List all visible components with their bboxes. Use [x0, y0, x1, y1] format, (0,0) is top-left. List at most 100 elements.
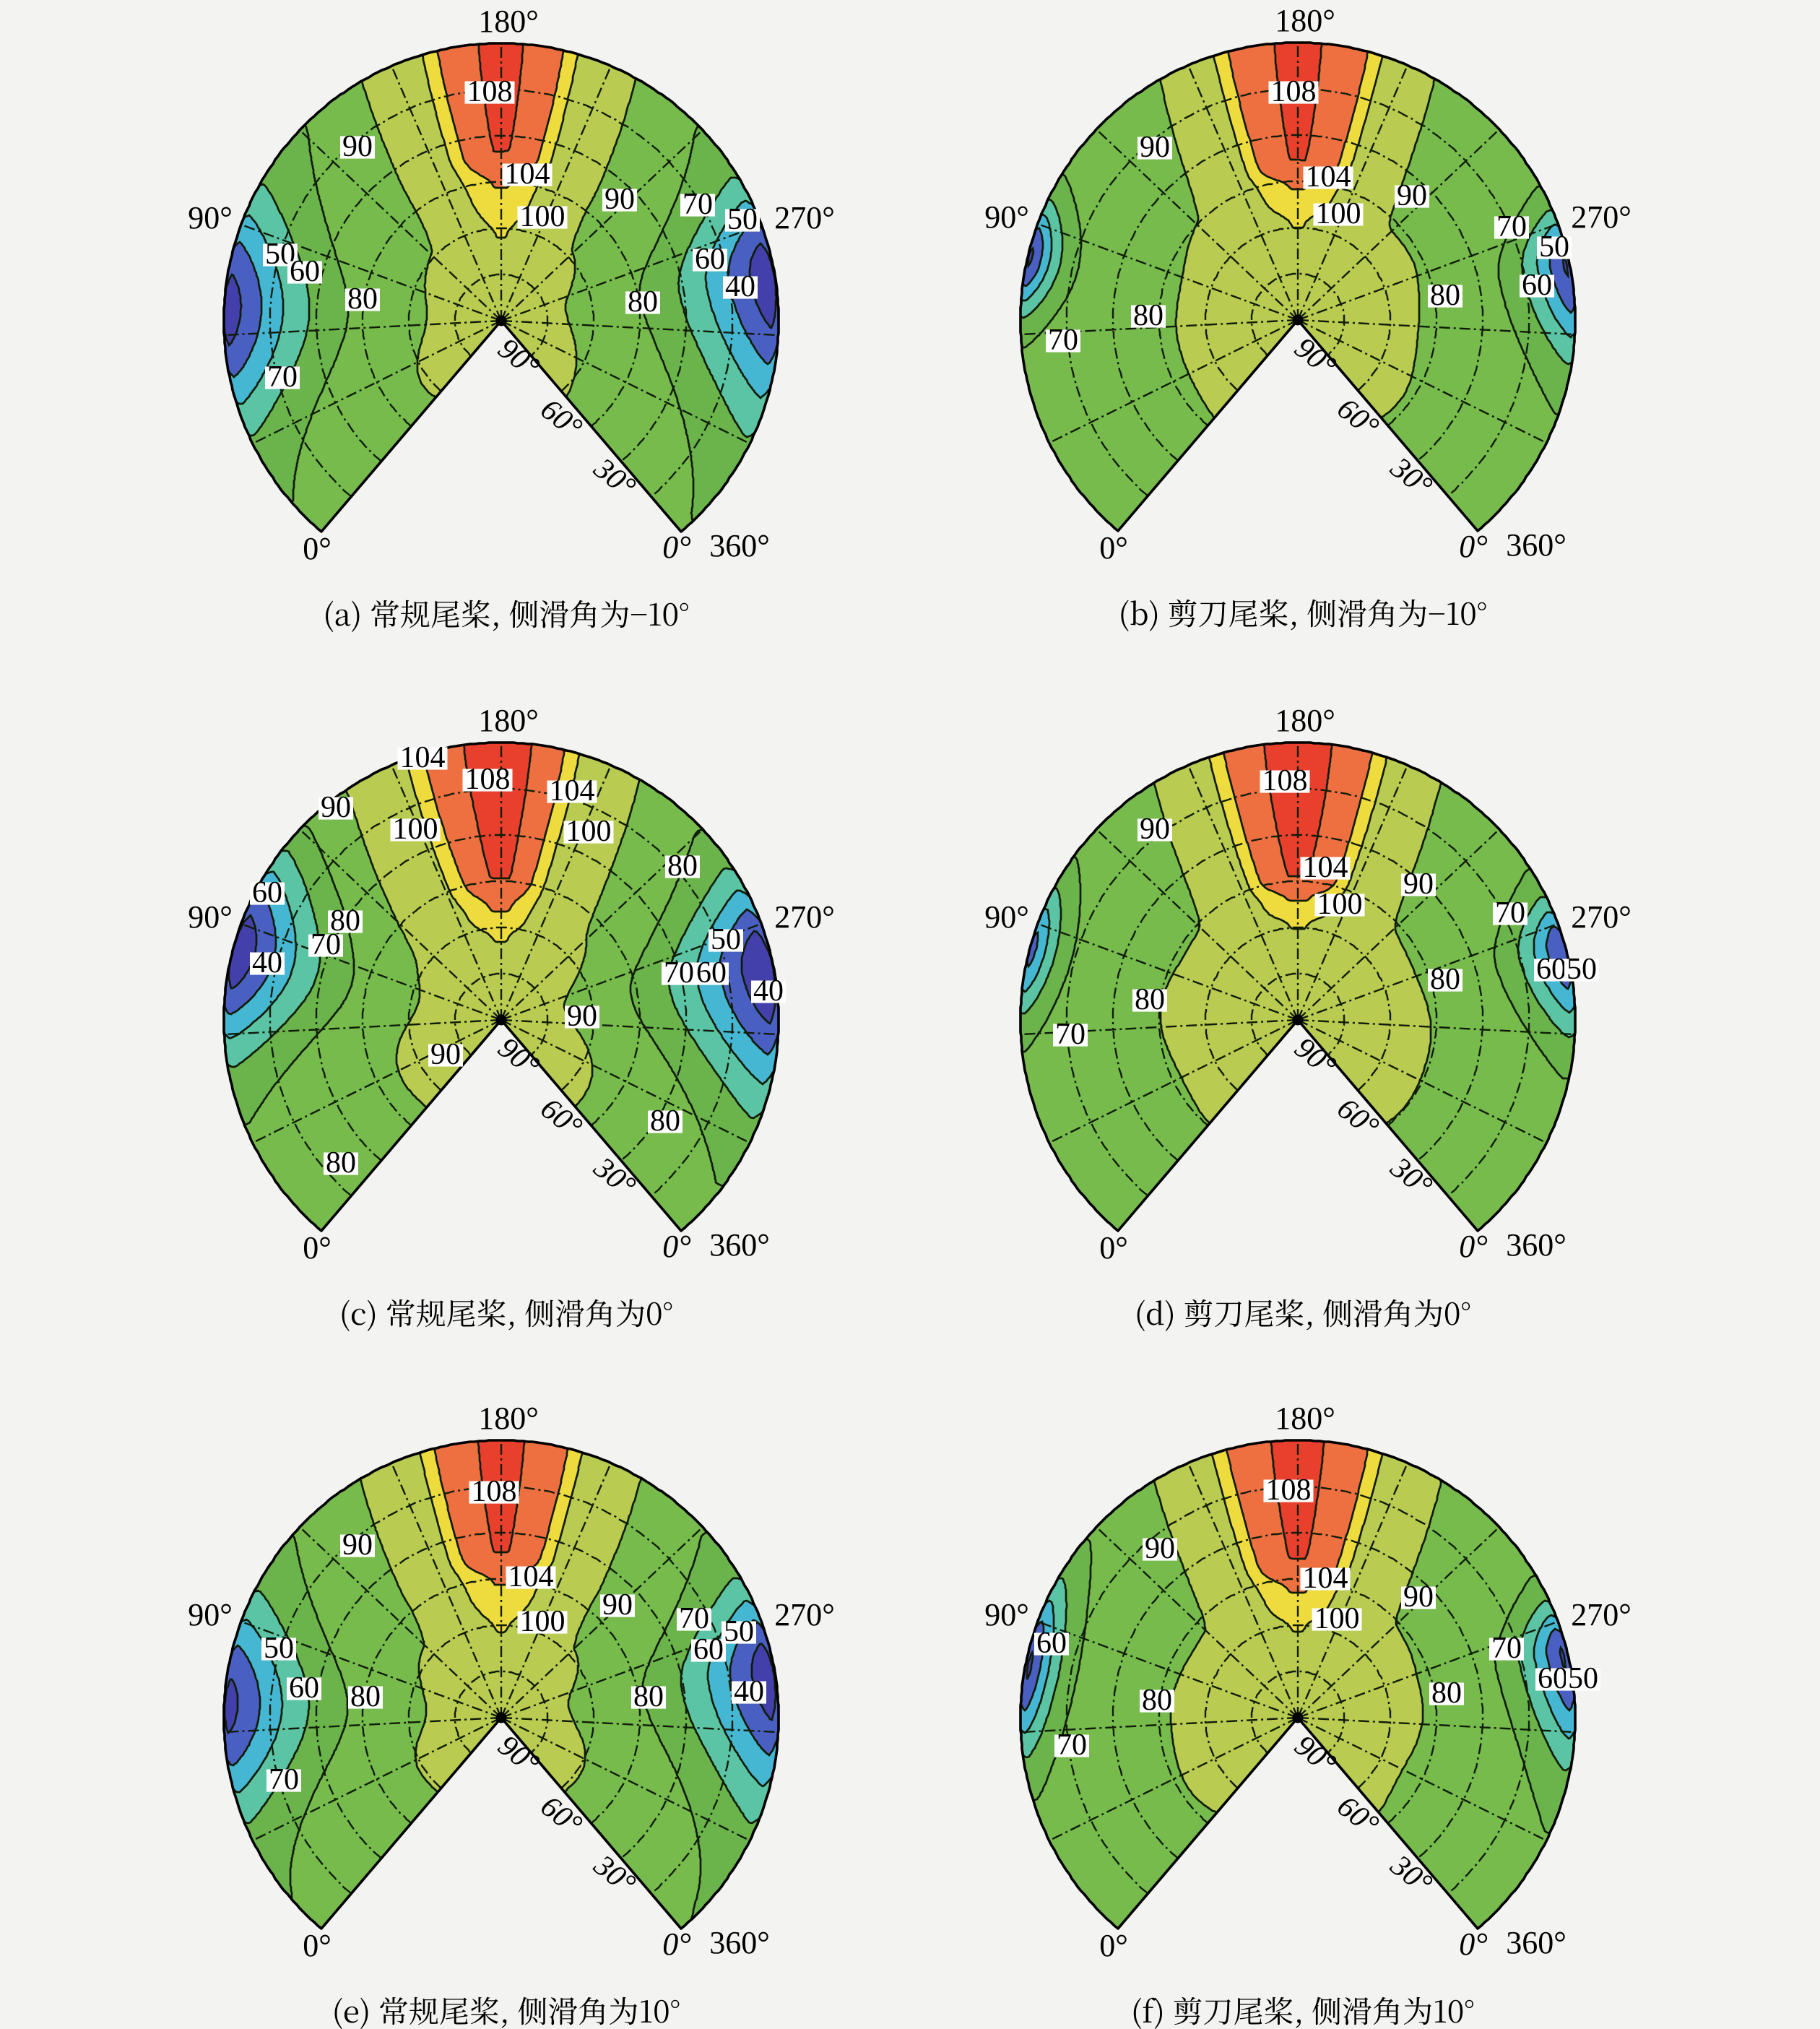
svg-text:80: 80 — [650, 1104, 680, 1138]
svg-text:100: 100 — [1317, 888, 1363, 921]
svg-text:80: 80 — [347, 282, 378, 316]
svg-text:180°: 180° — [1275, 3, 1335, 38]
svg-text:40: 40 — [753, 974, 784, 1008]
svg-text:0°: 0° — [662, 1229, 691, 1264]
svg-text:90: 90 — [1403, 868, 1434, 901]
svg-text:80: 80 — [1133, 299, 1164, 332]
svg-text:50: 50 — [711, 923, 741, 956]
svg-text:0°: 0° — [303, 531, 332, 566]
svg-text:60: 60 — [289, 1671, 319, 1705]
svg-text:270°: 270° — [774, 200, 835, 235]
svg-text:70: 70 — [1495, 896, 1525, 930]
svg-text:50: 50 — [1539, 230, 1569, 264]
svg-text:70: 70 — [679, 1602, 709, 1635]
svg-text:40: 40 — [252, 946, 282, 979]
svg-text:100: 100 — [1314, 1602, 1360, 1635]
svg-text:360°: 360° — [1506, 527, 1566, 563]
svg-text:180°: 180° — [478, 703, 539, 738]
svg-text:60: 60 — [252, 876, 282, 909]
svg-text:90: 90 — [567, 1000, 597, 1033]
svg-text:180°: 180° — [1275, 1401, 1335, 1436]
svg-text:60: 60 — [695, 243, 725, 276]
svg-text:70: 70 — [1491, 1632, 1522, 1665]
svg-text:104: 104 — [508, 1560, 554, 1593]
svg-text:80: 80 — [1142, 1684, 1172, 1717]
svg-text:90: 90 — [342, 130, 373, 163]
svg-text:80: 80 — [628, 285, 658, 319]
svg-text:50: 50 — [1568, 1662, 1598, 1695]
svg-text:100: 100 — [393, 813, 438, 846]
svg-text:104: 104 — [550, 774, 595, 808]
svg-text:104: 104 — [505, 157, 550, 191]
svg-text:70: 70 — [267, 360, 298, 394]
svg-text:70: 70 — [1496, 210, 1527, 243]
svg-text:0°: 0° — [303, 1230, 332, 1266]
svg-text:108: 108 — [465, 763, 511, 796]
svg-text:100: 100 — [566, 815, 612, 848]
svg-text:90: 90 — [1397, 179, 1427, 212]
svg-text:70: 70 — [1057, 1729, 1087, 1762]
svg-text:270°: 270° — [1571, 199, 1632, 235]
svg-text:90: 90 — [1140, 813, 1170, 846]
svg-text:90: 90 — [1140, 131, 1170, 164]
svg-text:0°: 0° — [1099, 530, 1128, 566]
svg-text:360°: 360° — [709, 1925, 770, 1960]
svg-text:108: 108 — [1262, 764, 1308, 797]
svg-text:70: 70 — [1055, 1018, 1086, 1051]
svg-text:60: 60 — [1536, 953, 1566, 986]
svg-text:108: 108 — [472, 1475, 517, 1508]
svg-text:50: 50 — [1566, 953, 1597, 986]
svg-text:108: 108 — [1271, 75, 1317, 108]
svg-text:70: 70 — [1048, 324, 1078, 357]
svg-text:90: 90 — [604, 183, 635, 216]
svg-text:90°: 90° — [188, 200, 233, 235]
svg-text:180°: 180° — [478, 4, 539, 39]
svg-text:90: 90 — [430, 1038, 461, 1071]
svg-text:270°: 270° — [774, 899, 835, 935]
svg-text:104: 104 — [1303, 851, 1348, 884]
svg-text:100: 100 — [520, 1605, 566, 1638]
svg-text:60: 60 — [290, 255, 320, 288]
svg-text:60: 60 — [696, 956, 727, 990]
svg-text:50: 50 — [724, 1615, 754, 1648]
svg-text:80: 80 — [1430, 963, 1460, 996]
svg-text:90: 90 — [342, 1528, 373, 1562]
svg-text:60: 60 — [693, 1633, 724, 1666]
svg-text:80: 80 — [1430, 279, 1460, 312]
svg-text:270°: 270° — [1571, 899, 1632, 935]
svg-text:70: 70 — [269, 1763, 299, 1796]
svg-text:360°: 360° — [1506, 1925, 1566, 1960]
svg-text:40: 40 — [725, 270, 755, 303]
svg-text:0°: 0° — [1099, 1928, 1128, 1963]
svg-text:40: 40 — [734, 1675, 764, 1708]
svg-text:90: 90 — [1145, 1532, 1175, 1565]
svg-text:100: 100 — [520, 200, 566, 233]
svg-text:80: 80 — [326, 1146, 356, 1180]
svg-text:90°: 90° — [188, 899, 233, 935]
svg-text:90: 90 — [321, 791, 351, 824]
svg-text:80: 80 — [633, 1680, 664, 1713]
svg-text:0°: 0° — [1459, 1926, 1488, 1962]
svg-text:0°: 0° — [1459, 1229, 1488, 1264]
svg-text:108: 108 — [467, 75, 513, 108]
svg-text:60: 60 — [1036, 1627, 1067, 1660]
svg-text:90: 90 — [1403, 1580, 1434, 1614]
svg-text:0°: 0° — [303, 1928, 332, 1963]
svg-text:270°: 270° — [774, 1597, 835, 1632]
svg-text:80: 80 — [350, 1680, 381, 1713]
svg-text:80: 80 — [330, 904, 360, 938]
svg-text:60: 60 — [1522, 269, 1552, 302]
svg-text:90°: 90° — [984, 899, 1029, 935]
svg-text:60: 60 — [1538, 1662, 1568, 1695]
svg-text:80: 80 — [667, 849, 698, 883]
svg-text:90°: 90° — [188, 1597, 233, 1632]
svg-text:104: 104 — [1303, 1562, 1348, 1595]
svg-text:108: 108 — [1266, 1474, 1312, 1507]
svg-text:180°: 180° — [1275, 703, 1335, 738]
svg-text:0°: 0° — [1099, 1230, 1128, 1266]
svg-text:0°: 0° — [662, 1926, 691, 1962]
svg-text:80: 80 — [1431, 1677, 1462, 1710]
svg-text:90: 90 — [602, 1588, 633, 1622]
svg-text:180°: 180° — [478, 1401, 539, 1436]
svg-text:70: 70 — [311, 928, 341, 961]
